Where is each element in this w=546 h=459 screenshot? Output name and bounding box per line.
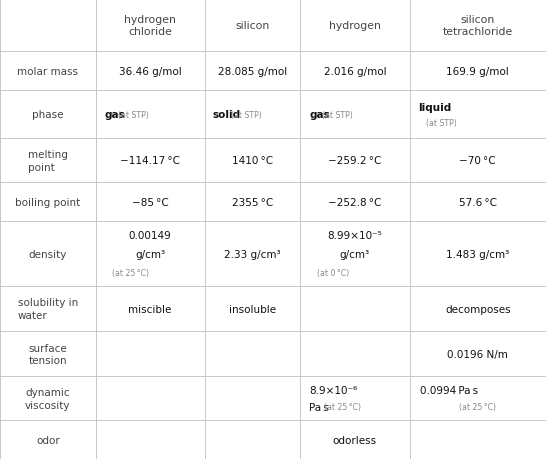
Text: (at STP): (at STP): [232, 111, 262, 119]
Text: hydrogen: hydrogen: [329, 21, 381, 31]
Text: −259.2 °C: −259.2 °C: [328, 156, 382, 166]
Text: silicon
tetrachloride: silicon tetrachloride: [443, 15, 513, 37]
Text: (at 0 °C): (at 0 °C): [317, 268, 349, 277]
Text: 8.9×10⁻⁶: 8.9×10⁻⁶: [309, 385, 357, 395]
Text: decomposes: decomposes: [445, 304, 511, 314]
Text: (at STP): (at STP): [426, 119, 456, 128]
Text: melting
point: melting point: [28, 150, 68, 172]
Text: (at STP): (at STP): [322, 111, 353, 119]
Text: phase: phase: [32, 110, 63, 120]
Text: dynamic
viscosity: dynamic viscosity: [25, 387, 70, 410]
Text: 1.483 g/cm³: 1.483 g/cm³: [446, 249, 509, 259]
Text: 2.016 g/mol: 2.016 g/mol: [324, 67, 386, 77]
Text: g/cm³: g/cm³: [135, 249, 165, 259]
Text: −85 °C: −85 °C: [132, 197, 169, 207]
Text: −114.17 °C: −114.17 °C: [120, 156, 180, 166]
Text: −70 °C: −70 °C: [459, 156, 496, 166]
Text: 1410 °C: 1410 °C: [232, 156, 273, 166]
Text: (at 25 °C): (at 25 °C): [324, 403, 361, 411]
Text: solid: solid: [212, 110, 241, 120]
Text: molar mass: molar mass: [17, 67, 78, 77]
Text: gas: gas: [104, 110, 125, 120]
Text: insoluble: insoluble: [229, 304, 276, 314]
Text: 0.0196 N/m: 0.0196 N/m: [447, 349, 508, 359]
Text: 2.33 g/cm³: 2.33 g/cm³: [224, 249, 281, 259]
Text: −252.8 °C: −252.8 °C: [328, 197, 382, 207]
Text: hydrogen
chloride: hydrogen chloride: [124, 15, 176, 37]
Text: 0.00149: 0.00149: [129, 230, 171, 241]
Text: 2355 °C: 2355 °C: [232, 197, 273, 207]
Text: boiling point: boiling point: [15, 197, 80, 207]
Text: 57.6 °C: 57.6 °C: [459, 197, 497, 207]
Text: miscible: miscible: [128, 304, 172, 314]
Text: (at 25 °C): (at 25 °C): [459, 403, 496, 411]
Text: solubility in
water: solubility in water: [17, 298, 78, 320]
Text: g/cm³: g/cm³: [340, 249, 370, 259]
Text: Pa s: Pa s: [309, 402, 329, 412]
Text: 28.085 g/mol: 28.085 g/mol: [218, 67, 287, 77]
Text: surface
tension: surface tension: [28, 343, 67, 365]
Text: odor: odor: [36, 435, 60, 445]
Text: 169.9 g/mol: 169.9 g/mol: [447, 67, 509, 77]
Text: 36.46 g/mol: 36.46 g/mol: [119, 67, 181, 77]
Text: gas: gas: [309, 110, 330, 120]
Text: (at STP): (at STP): [118, 111, 149, 119]
Text: liquid: liquid: [418, 103, 451, 112]
Text: silicon: silicon: [235, 21, 270, 31]
Text: 0.0994 Pa s: 0.0994 Pa s: [420, 385, 478, 395]
Text: density: density: [28, 249, 67, 259]
Text: odorless: odorless: [333, 435, 377, 445]
Text: (at 25 °C): (at 25 °C): [112, 268, 149, 277]
Text: 8.99×10⁻⁵: 8.99×10⁻⁵: [328, 230, 382, 241]
